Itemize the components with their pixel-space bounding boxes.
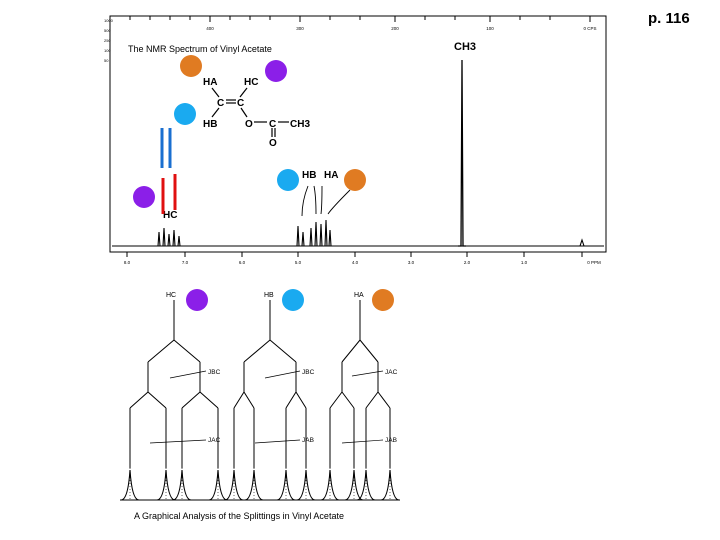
ppm-label: 7.0 bbox=[182, 260, 189, 265]
splitting-result-peaks bbox=[120, 469, 400, 501]
hb-ha-multiplet bbox=[294, 219, 334, 247]
result-peak bbox=[244, 469, 264, 501]
structure-o2: O bbox=[269, 138, 277, 149]
result-peak bbox=[224, 469, 244, 501]
purple-marker-hc-peak bbox=[133, 186, 155, 208]
splitting-diagram: HC HB HA JBC JAC JBC JAB JAC JAB bbox=[120, 289, 400, 521]
tree-split-2 bbox=[329, 391, 355, 409]
coupling-label: JBC bbox=[208, 369, 221, 376]
ppm-scale: 8.0 7.0 6.0 5.0 4.0 3.0 2.0 1.0 0 PPM bbox=[124, 260, 601, 265]
ppm-label: 2.0 bbox=[464, 260, 471, 265]
page-number: p. 116 bbox=[648, 10, 690, 27]
result-peak bbox=[156, 469, 176, 501]
ppm-label: 3.0 bbox=[408, 260, 415, 265]
spectrum-peaks bbox=[155, 59, 585, 247]
ch3-singlet bbox=[458, 59, 466, 247]
coupling-label: JAC bbox=[385, 369, 398, 376]
splitting-header-ha: HA bbox=[354, 292, 364, 299]
orange-marker-ha-tree bbox=[372, 289, 394, 311]
hc-label: HC bbox=[163, 210, 177, 221]
splitting-caption: A Graphical Analysis of the Splittings i… bbox=[134, 511, 344, 521]
splitting-dotted-lines bbox=[129, 468, 391, 500]
result-peak bbox=[356, 469, 376, 501]
ppm-label: 5.0 bbox=[295, 260, 302, 265]
tree-split-2 bbox=[181, 391, 219, 409]
vinyl-acetate-structure: HA HC C C HB O C CH3 O bbox=[203, 77, 310, 149]
result-peak bbox=[344, 469, 364, 501]
result-peak bbox=[320, 469, 340, 501]
ppm-label: 0 PPM bbox=[587, 260, 601, 265]
ch3-label: CH3 bbox=[454, 41, 476, 53]
tree-split-1 bbox=[147, 339, 201, 363]
top-scale-label: 200 bbox=[391, 26, 399, 31]
spectrum-title: The NMR Spectrum of Vinyl Acetate bbox=[128, 44, 272, 54]
top-scale-label: 100 bbox=[486, 26, 494, 31]
hb-ha-arrows bbox=[301, 185, 351, 217]
coupling-label: JAB bbox=[302, 437, 314, 444]
top-scale-label: 400 bbox=[206, 26, 214, 31]
ppm-label: 1.0 bbox=[521, 260, 528, 265]
structure-hc: HC bbox=[244, 77, 258, 88]
result-peak bbox=[276, 469, 296, 501]
top-scale: 400 300 200 100 0 CPS bbox=[206, 26, 596, 31]
hb-label: HB bbox=[302, 170, 316, 181]
ha-label: HA bbox=[324, 170, 338, 181]
result-peak bbox=[120, 469, 140, 501]
orange-marker-ha bbox=[180, 55, 202, 77]
blue-marker-hb-peak bbox=[277, 169, 299, 191]
blue-marker-hb-tree bbox=[282, 289, 304, 311]
tree-split-2 bbox=[129, 391, 167, 409]
left-scale-label: 100 bbox=[104, 48, 111, 53]
coupling-label: JAB bbox=[385, 437, 397, 444]
top-scale-label: 0 CPS bbox=[583, 26, 596, 31]
structure-hb: HB bbox=[203, 119, 217, 130]
structure-c1: C bbox=[217, 98, 224, 109]
tree-split-2 bbox=[285, 391, 307, 409]
top-ticks bbox=[129, 16, 591, 22]
left-scale-label: 1000 bbox=[104, 18, 114, 23]
tree-split-1 bbox=[341, 339, 379, 363]
purple-marker-hc-tree bbox=[186, 289, 208, 311]
left-scale-label: 250 bbox=[104, 38, 111, 43]
result-peak bbox=[208, 469, 228, 501]
structure-ha: HA bbox=[203, 77, 217, 88]
coupling-label: JAC bbox=[208, 437, 221, 444]
left-scale: 1000 500 250 100 50 bbox=[104, 18, 114, 63]
splitting-header-hc: HC bbox=[166, 292, 176, 299]
ppm-label: 4.0 bbox=[352, 260, 359, 265]
structure-c2: C bbox=[237, 98, 244, 109]
coupling-label: JBC bbox=[302, 369, 315, 376]
splitting-header-hb: HB bbox=[264, 292, 274, 299]
structure-o1: O bbox=[245, 119, 253, 130]
top-scale-label: 300 bbox=[296, 26, 304, 31]
splitting-trees bbox=[129, 300, 391, 468]
result-peak bbox=[172, 469, 192, 501]
tree-split-2 bbox=[233, 391, 255, 409]
tms-reference bbox=[579, 238, 585, 247]
structure-ch3: CH3 bbox=[290, 119, 310, 130]
orange-marker-ha-peak bbox=[344, 169, 366, 191]
structure-c3: C bbox=[269, 119, 276, 130]
tree-split-2 bbox=[365, 391, 391, 409]
bottom-ticks bbox=[126, 252, 583, 257]
ppm-label: 6.0 bbox=[239, 260, 246, 265]
spectrum-markers bbox=[133, 55, 366, 214]
result-peak bbox=[380, 469, 400, 501]
blue-marker-hb bbox=[174, 103, 196, 125]
result-peak bbox=[296, 469, 316, 501]
ppm-label: 8.0 bbox=[124, 260, 131, 265]
spectrum-chart bbox=[109, 15, 607, 257]
purple-marker-hc bbox=[265, 60, 287, 82]
left-scale-label: 500 bbox=[104, 28, 111, 33]
hc-multiplet bbox=[155, 227, 182, 247]
spectrum-frame bbox=[109, 15, 607, 253]
left-scale-label: 50 bbox=[104, 58, 109, 63]
tree-split-1 bbox=[243, 339, 297, 363]
